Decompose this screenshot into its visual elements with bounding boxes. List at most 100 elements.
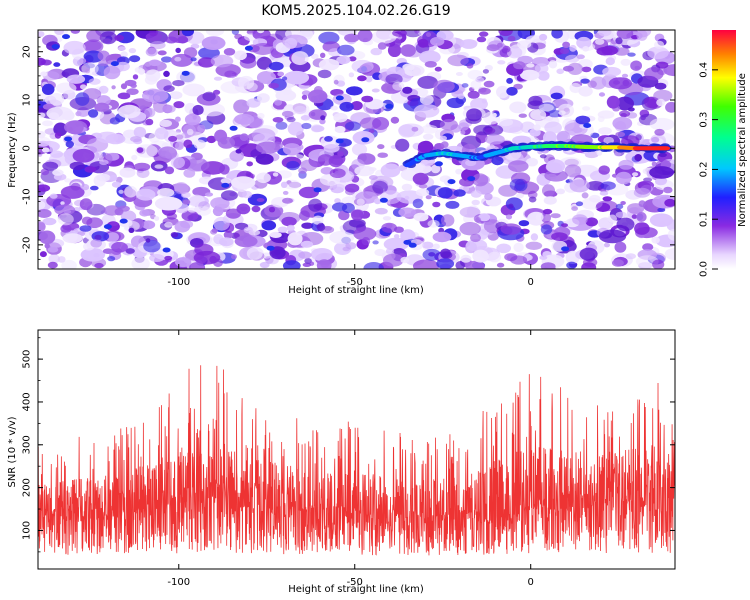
- noise-blob: [48, 254, 60, 264]
- noise-blob: [86, 217, 103, 228]
- noise-blob: [300, 159, 318, 171]
- noise-blob: [307, 89, 328, 104]
- noise-blob: [616, 30, 634, 39]
- noise-blob: [109, 117, 121, 125]
- noise-blob: [38, 200, 46, 210]
- noise-blob: [581, 66, 592, 73]
- noise-blob: [370, 30, 397, 44]
- noise-blob: [333, 79, 339, 85]
- noise-blob: [470, 98, 488, 111]
- ridge-core: [663, 146, 671, 151]
- noise-blob: [211, 228, 218, 234]
- noise-blob: [569, 44, 577, 52]
- snr-panel: -100 -50 0 100 200 300 400 500 Height of straig…: [7, 329, 676, 595]
- noise-blob: [513, 61, 526, 70]
- noise-blob: [117, 92, 131, 100]
- noise-blob: [447, 54, 469, 67]
- noise-blob: [157, 50, 167, 56]
- noise-blob: [274, 99, 283, 106]
- noise-blob: [150, 41, 166, 50]
- noise-blob: [120, 51, 128, 58]
- noise-blob: [243, 226, 253, 234]
- noise-blob: [638, 200, 646, 208]
- noise-blob: [412, 259, 440, 269]
- noise-blob: [233, 99, 250, 114]
- noise-blob: [614, 241, 627, 253]
- noise-blob: [649, 117, 675, 131]
- noise-blob: [103, 205, 121, 216]
- noise-hotspot: [103, 224, 112, 230]
- noise-blob: [256, 56, 272, 70]
- noise-blob: [465, 239, 488, 252]
- noise-blob: [110, 221, 119, 226]
- noise-blob: [615, 131, 626, 137]
- noise-blob: [218, 237, 234, 247]
- noise-blob: [115, 61, 130, 72]
- noise-blob: [298, 251, 312, 259]
- noise-hotspot: [467, 176, 476, 182]
- noise-blob: [465, 260, 485, 269]
- noise-blob: [551, 232, 568, 241]
- noise-blob: [259, 261, 270, 269]
- noise-blob: [439, 135, 447, 141]
- colorbar-tick-label: 0.4: [699, 62, 710, 78]
- noise-blob: [282, 190, 289, 195]
- noise-blob: [651, 161, 657, 167]
- noise-hotspot: [379, 197, 388, 203]
- noise-blob: [124, 220, 140, 232]
- noise-blob: [484, 193, 493, 201]
- noise-blob: [385, 248, 394, 255]
- noise-blob: [154, 216, 160, 221]
- noise-blob: [350, 101, 363, 111]
- noise-blob: [46, 106, 73, 121]
- noise-blob: [544, 169, 568, 182]
- noise-blob: [598, 165, 610, 175]
- noise-blob: [569, 179, 590, 193]
- noise-blob: [483, 80, 495, 88]
- noise-blob: [547, 110, 563, 118]
- noise-blob: [415, 188, 430, 197]
- noise-blob: [538, 103, 554, 112]
- noise-blob: [162, 105, 176, 113]
- noise-blob: [652, 259, 665, 269]
- noise-blob: [139, 209, 150, 217]
- noise-blob: [135, 188, 156, 201]
- noise-blob: [505, 197, 523, 211]
- noise-blob: [467, 90, 480, 99]
- noise-blob: [427, 219, 440, 228]
- noise-blob: [75, 111, 82, 117]
- noise-blob: [614, 151, 622, 157]
- y-tick-label: 20: [22, 45, 33, 58]
- noise-blob: [269, 231, 282, 238]
- noise-blob: [558, 110, 566, 116]
- noise-blob: [497, 60, 506, 65]
- noise-blob: [42, 161, 59, 171]
- noise-blob: [205, 30, 225, 37]
- noise-blob: [301, 222, 314, 229]
- noise-blob: [111, 85, 116, 90]
- noise-blob: [530, 109, 547, 121]
- noise-hotspot: [447, 179, 456, 185]
- noise-blob: [79, 198, 93, 211]
- noise-blob: [210, 197, 230, 210]
- noise-blob: [103, 65, 121, 80]
- noise-blob: [582, 46, 590, 52]
- noise-blob: [195, 206, 211, 216]
- noise-blob: [576, 54, 585, 60]
- noise-blob: [301, 122, 312, 130]
- y-tick-label: 100: [22, 521, 33, 540]
- noise-blob: [496, 262, 505, 268]
- noise-blob: [60, 201, 65, 206]
- noise-blob: [165, 36, 178, 44]
- noise-blob: [579, 247, 598, 261]
- noise-blob: [312, 215, 324, 225]
- noise-blob: [351, 59, 374, 73]
- noise-blob: [517, 40, 532, 49]
- noise-blob: [286, 160, 300, 171]
- noise-blob: [581, 192, 589, 199]
- noise-blob: [581, 262, 597, 269]
- noise-blob: [417, 38, 429, 48]
- noise-blob: [268, 61, 284, 71]
- noise-blob: [339, 101, 354, 112]
- spectrogram-frame: [37, 29, 676, 270]
